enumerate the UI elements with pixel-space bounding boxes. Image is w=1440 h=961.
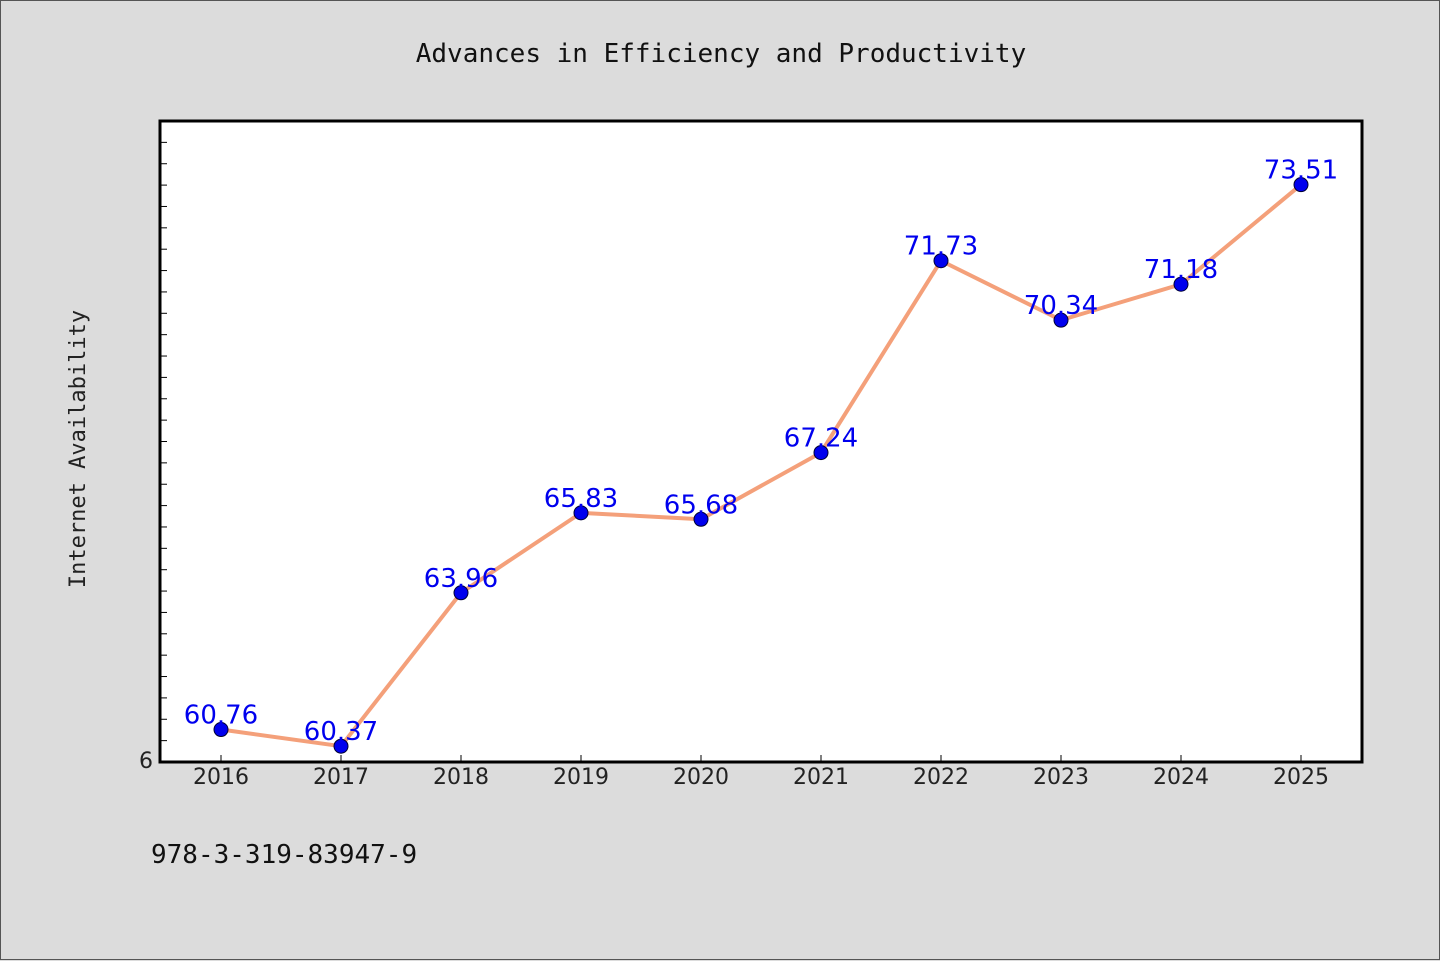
data-label: 60.37 bbox=[304, 717, 378, 747]
data-label: 65.83 bbox=[544, 484, 618, 514]
data-label: 71.18 bbox=[1144, 255, 1218, 285]
data-point bbox=[1293, 177, 1309, 193]
data-label: 67.24 bbox=[784, 424, 858, 454]
data-label: 73.51 bbox=[1264, 156, 1338, 186]
y-tick-label: 6 bbox=[139, 749, 153, 774]
data-label: 63.96 bbox=[424, 564, 498, 594]
series-line bbox=[220, 183, 1303, 749]
data-point bbox=[453, 585, 469, 601]
x-tick-label: 2022 bbox=[913, 765, 969, 790]
x-tick-label: 2017 bbox=[313, 765, 369, 790]
series-layer: 60.76 60.37 63.96 65.83 65.68 67.24 71.73 70.34… bbox=[184, 156, 1338, 754]
data-point bbox=[933, 253, 949, 269]
chart-title: Advances in Efficiency and Productivity bbox=[416, 39, 1026, 69]
data-point bbox=[213, 722, 229, 738]
data-point bbox=[1053, 312, 1069, 328]
x-tick-label: 2021 bbox=[793, 765, 849, 790]
data-label: 71.73 bbox=[904, 232, 978, 262]
data-point bbox=[333, 738, 349, 754]
data-label: 65.68 bbox=[664, 490, 738, 520]
plot-area bbox=[158, 119, 1364, 764]
x-tick-label: 2016 bbox=[193, 765, 249, 790]
data-point bbox=[813, 445, 829, 461]
x-axis-ticks: 2016 2017 2018 2019 2020 2021 2022 2023 2024 2025 bbox=[193, 755, 1329, 790]
x-tick-label: 2023 bbox=[1033, 765, 1089, 790]
x-tick-label: 2024 bbox=[1153, 765, 1209, 790]
x-tick-label: 2019 bbox=[553, 765, 609, 790]
data-label: 60.76 bbox=[184, 701, 258, 731]
data-point bbox=[693, 511, 709, 527]
x-tick-label: 2020 bbox=[673, 765, 729, 790]
data-point bbox=[1173, 276, 1189, 292]
y-axis-ticks: 6 bbox=[139, 141, 167, 774]
data-label: 70.34 bbox=[1024, 291, 1098, 321]
isbn-footer: 978-3-319-83947-9 bbox=[151, 840, 417, 870]
x-tick-label: 2025 bbox=[1273, 765, 1329, 790]
x-tick-label: 2018 bbox=[433, 765, 489, 790]
data-point bbox=[573, 505, 589, 521]
y-axis-label: Internet Availability bbox=[66, 310, 91, 588]
